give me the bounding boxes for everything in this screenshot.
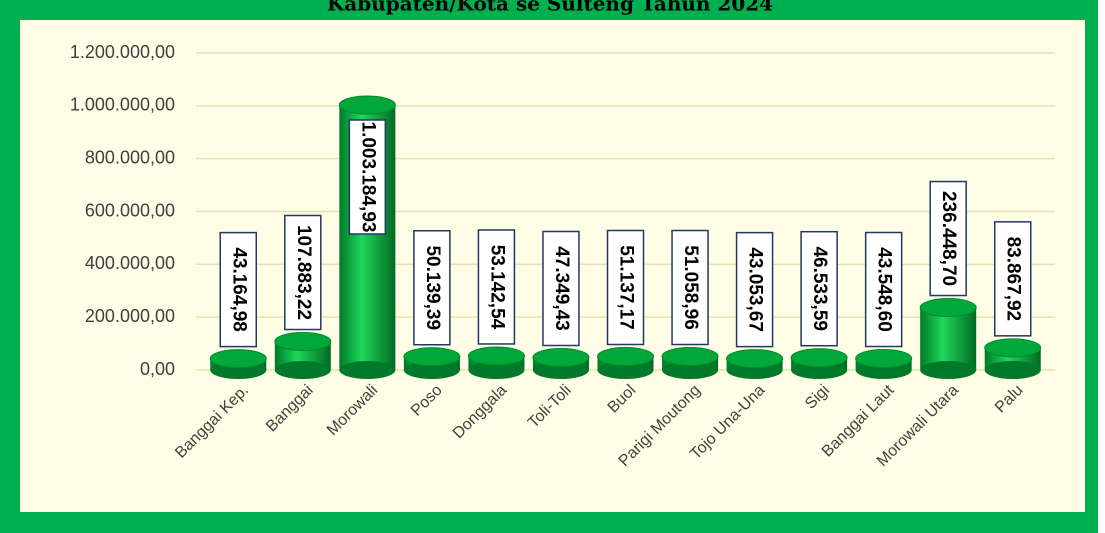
data-label-box bbox=[800, 230, 838, 347]
data-label-box bbox=[671, 229, 709, 346]
data-label: 43.164,98 bbox=[228, 247, 249, 332]
data-label: 47.349,43 bbox=[551, 246, 572, 331]
data-label-box bbox=[864, 231, 903, 348]
chart-title: Kabupaten/Kota se Sulteng Tahun 2024 bbox=[327, 0, 773, 16]
bar-top bbox=[274, 332, 332, 352]
data-label-box bbox=[477, 229, 516, 345]
bar-base bbox=[403, 361, 460, 379]
bar-top bbox=[338, 95, 396, 115]
bar-top bbox=[209, 349, 267, 369]
bar-top bbox=[855, 348, 913, 368]
y-tick-label: 400.000,00 bbox=[85, 253, 175, 273]
bar-base bbox=[597, 361, 654, 379]
data-label-box bbox=[413, 230, 451, 346]
data-label-box bbox=[606, 229, 645, 346]
data-label-box bbox=[542, 230, 580, 347]
bar-base bbox=[468, 361, 525, 379]
bar-group bbox=[855, 348, 913, 379]
y-tick-label: 800.000,00 bbox=[85, 147, 175, 167]
bar-top bbox=[532, 347, 590, 367]
bar-top bbox=[790, 348, 848, 368]
bar-base bbox=[339, 361, 396, 379]
bar-top bbox=[984, 338, 1042, 358]
bar-top bbox=[403, 347, 461, 367]
bar-group bbox=[726, 349, 784, 379]
bar-base bbox=[920, 361, 977, 379]
bar bbox=[920, 307, 977, 370]
bar-group bbox=[984, 338, 1042, 379]
data-label: 43.053,67 bbox=[745, 247, 766, 332]
data-label-box bbox=[284, 214, 322, 331]
y-tick-label: 200.000,00 bbox=[85, 306, 175, 326]
bar-top bbox=[726, 349, 784, 369]
data-label: 83.867,92 bbox=[1003, 237, 1024, 322]
data-label-box bbox=[929, 180, 967, 297]
data-label: 51.058,96 bbox=[680, 245, 701, 330]
bar-top bbox=[919, 298, 977, 318]
data-label-box bbox=[219, 231, 258, 348]
bar-top bbox=[661, 347, 719, 367]
data-label: 43.548,60 bbox=[874, 247, 895, 332]
data-label-box bbox=[735, 231, 774, 348]
bar-base bbox=[984, 361, 1041, 379]
bar-group bbox=[403, 347, 461, 379]
bar-base bbox=[662, 361, 719, 379]
data-label: 46.533,59 bbox=[809, 246, 830, 331]
y-tick-label: 1.000.000,00 bbox=[70, 95, 175, 115]
bar-group bbox=[532, 347, 590, 379]
data-label-box bbox=[348, 119, 387, 235]
y-tick-label: 0,00 bbox=[140, 359, 175, 379]
bar-group bbox=[661, 347, 719, 379]
bar-group bbox=[790, 348, 848, 379]
y-tick-label: 1.200.000,00 bbox=[70, 42, 175, 62]
bar-group bbox=[274, 332, 332, 379]
bar-top bbox=[597, 346, 654, 366]
bar-top bbox=[467, 346, 525, 366]
bar-group bbox=[467, 346, 525, 379]
bar-group bbox=[919, 298, 977, 379]
bar-group bbox=[209, 349, 267, 379]
y-tick-label: 600.000,00 bbox=[85, 200, 175, 220]
bar-group bbox=[597, 346, 654, 379]
data-label: 51.137,17 bbox=[615, 245, 636, 330]
data-label: 50.139,39 bbox=[422, 245, 443, 330]
data-label: 236.448,70 bbox=[938, 191, 959, 286]
data-label: 53.142,54 bbox=[486, 245, 507, 330]
data-label: 1.003.184,93 bbox=[357, 122, 378, 233]
data-label-box bbox=[993, 221, 1032, 337]
bar-base bbox=[274, 361, 331, 379]
data-label: 107.883,22 bbox=[293, 225, 314, 320]
